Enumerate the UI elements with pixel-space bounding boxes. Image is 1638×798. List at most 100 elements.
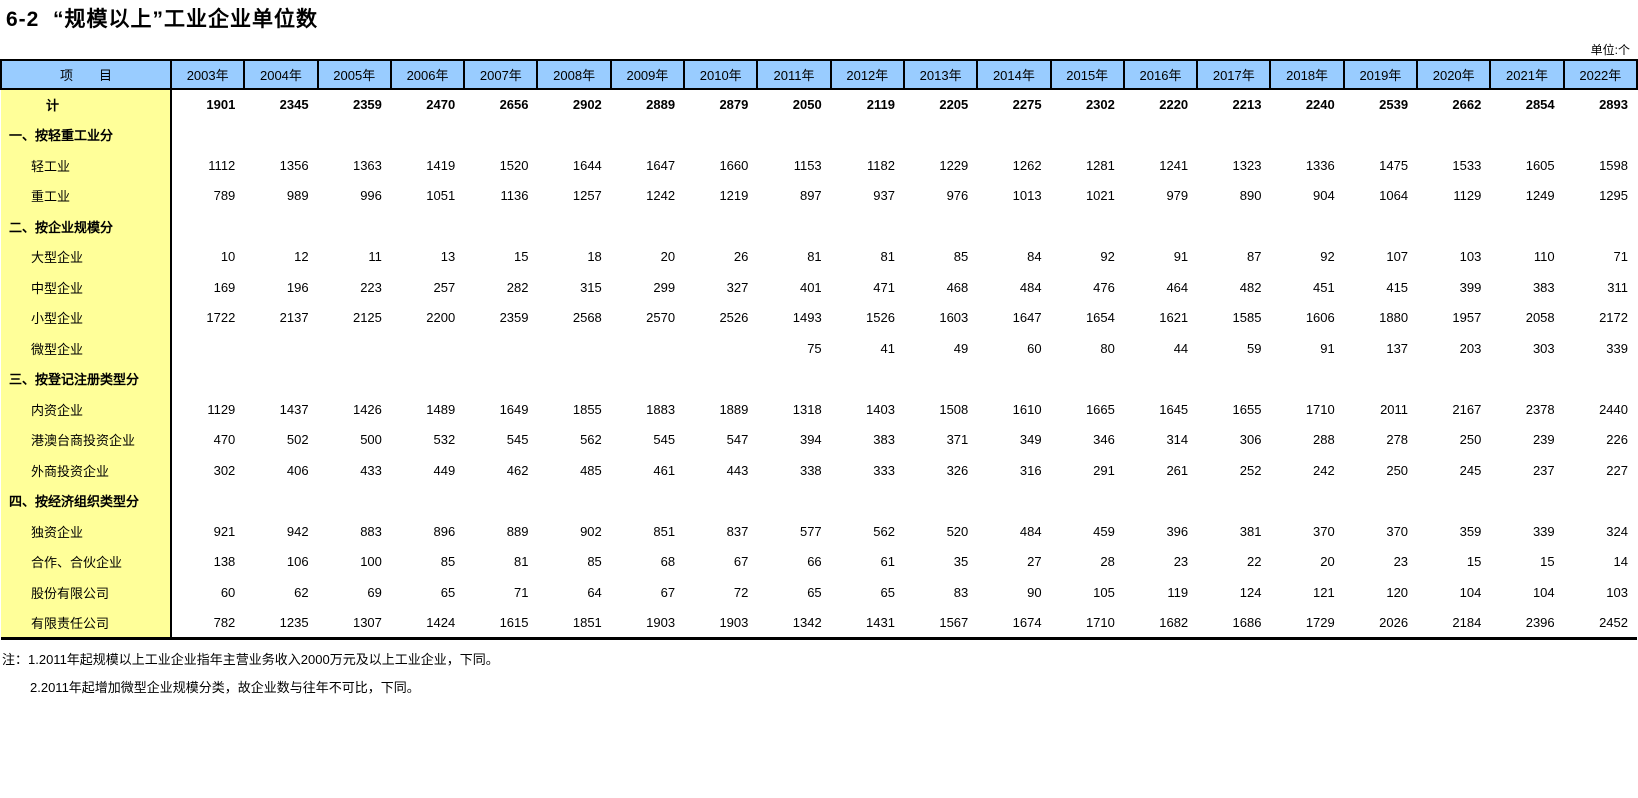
table-row: 中型企业 169 196 223 257 282 315 299 327 401 471 468 484… xyxy=(1,272,1637,303)
data-cell: 62 xyxy=(244,577,318,608)
data-cell: 1129 xyxy=(1417,180,1491,211)
data-cell: 359 xyxy=(1417,516,1491,547)
data-cell: 2302 xyxy=(1050,89,1124,120)
data-cell: 443 xyxy=(684,455,758,486)
year-column-header: 2021年 xyxy=(1489,59,1565,90)
data-cell: 315 xyxy=(537,272,611,303)
year-column-header: 2007年 xyxy=(463,59,539,90)
year-column-header: 2010年 xyxy=(683,59,759,90)
data-cell xyxy=(830,211,904,242)
data-cell: 83 xyxy=(903,577,978,608)
data-cell: 381 xyxy=(1197,516,1271,547)
row-label: 微型企业 xyxy=(1,333,172,364)
data-cell: 137 xyxy=(1343,333,1418,364)
data-cell: 394 xyxy=(757,424,831,455)
table-row: 轻工业 1112 1356 1363 1419 1520 1644 1647 1660 1153 1… xyxy=(1,150,1637,181)
data-cell: 547 xyxy=(684,424,758,455)
data-cell: 87 xyxy=(1197,241,1271,272)
data-cell: 462 xyxy=(464,455,538,486)
data-cell xyxy=(610,211,685,242)
data-cell: 2205 xyxy=(903,89,978,120)
data-cell xyxy=(684,485,758,516)
data-cell: 13 xyxy=(390,241,465,272)
year-column-header: 2014年 xyxy=(976,59,1052,90)
data-cell: 324 xyxy=(1563,516,1637,547)
data-cell: 64 xyxy=(537,577,611,608)
data-cell: 1645 xyxy=(1123,394,1198,425)
data-cell: 1318 xyxy=(757,394,831,425)
data-cell: 789 xyxy=(171,180,245,211)
data-cell: 2396 xyxy=(1490,607,1564,640)
data-cell xyxy=(684,211,758,242)
data-cell: 1654 xyxy=(1050,302,1124,333)
data-cell: 942 xyxy=(244,516,318,547)
year-column-header: 2008年 xyxy=(536,59,612,90)
data-cell: 92 xyxy=(1050,241,1124,272)
data-cell: 106 xyxy=(244,546,318,577)
data-cell xyxy=(1343,485,1418,516)
data-cell: 1520 xyxy=(464,150,538,181)
data-cell: 370 xyxy=(1270,516,1344,547)
data-cell: 49 xyxy=(903,333,978,364)
data-cell: 27 xyxy=(977,546,1051,577)
data-cell: 976 xyxy=(903,180,978,211)
data-cell: 1336 xyxy=(1270,150,1344,181)
data-cell xyxy=(1123,363,1198,394)
data-cell: 2568 xyxy=(537,302,611,333)
data-cell xyxy=(1563,363,1637,394)
row-label: 合作、合伙企业 xyxy=(1,546,172,577)
data-cell: 890 xyxy=(1197,180,1271,211)
data-cell xyxy=(244,485,318,516)
data-cell: 326 xyxy=(903,455,978,486)
data-cell: 15 xyxy=(1417,546,1491,577)
data-cell xyxy=(1417,485,1491,516)
data-cell: 107 xyxy=(1343,241,1418,272)
data-cell: 484 xyxy=(977,272,1051,303)
data-cell: 2570 xyxy=(610,302,685,333)
data-cell: 1674 xyxy=(977,607,1051,640)
data-cell: 252 xyxy=(1197,455,1271,486)
data-cell xyxy=(1050,363,1124,394)
table-row: 小型企业 1722 2137 2125 2200 2359 2568 2570 2526 1493… xyxy=(1,302,1637,333)
data-cell: 44 xyxy=(1123,333,1198,364)
data-cell: 545 xyxy=(464,424,538,455)
row-label: 三、按登记注册类型分 xyxy=(1,363,172,394)
data-cell xyxy=(537,119,611,150)
data-cell: 562 xyxy=(537,424,611,455)
data-cell: 120 xyxy=(1343,577,1418,608)
data-cell: 2452 xyxy=(1563,607,1637,640)
item-column-header: 项 目 xyxy=(0,59,172,90)
data-cell: 138 xyxy=(171,546,245,577)
data-cell: 306 xyxy=(1197,424,1271,455)
data-cell: 1649 xyxy=(464,394,538,425)
data-cell: 119 xyxy=(1123,577,1198,608)
data-cell xyxy=(1490,363,1564,394)
table-row: 有限责任公司 782 1235 1307 1424 1615 1851 1903 1903 134… xyxy=(1,607,1637,640)
data-cell: 1889 xyxy=(684,394,758,425)
data-cell: 1356 xyxy=(244,150,318,181)
data-cell: 1136 xyxy=(464,180,538,211)
data-cell: 1722 xyxy=(171,302,245,333)
data-cell: 451 xyxy=(1270,272,1344,303)
data-cell xyxy=(1197,485,1271,516)
row-label: 一、按轻重工业分 xyxy=(1,119,172,150)
data-cell: 1647 xyxy=(977,302,1051,333)
data-cell: 60 xyxy=(171,577,245,608)
data-cell xyxy=(537,211,611,242)
data-cell: 22 xyxy=(1197,546,1271,577)
data-cell: 299 xyxy=(610,272,685,303)
data-cell xyxy=(390,333,465,364)
data-cell xyxy=(1050,119,1124,150)
data-cell: 2378 xyxy=(1490,394,1564,425)
data-cell: 520 xyxy=(903,516,978,547)
data-cell: 1431 xyxy=(830,607,904,640)
data-cell xyxy=(830,119,904,150)
data-cell xyxy=(1343,211,1418,242)
data-cell: 1242 xyxy=(610,180,685,211)
data-cell: 1051 xyxy=(390,180,465,211)
data-cell: 35 xyxy=(903,546,978,577)
data-cell: 10 xyxy=(171,241,245,272)
row-label: 股份有限公司 xyxy=(1,577,172,608)
data-cell: 2902 xyxy=(537,89,611,120)
data-cell: 545 xyxy=(610,424,685,455)
